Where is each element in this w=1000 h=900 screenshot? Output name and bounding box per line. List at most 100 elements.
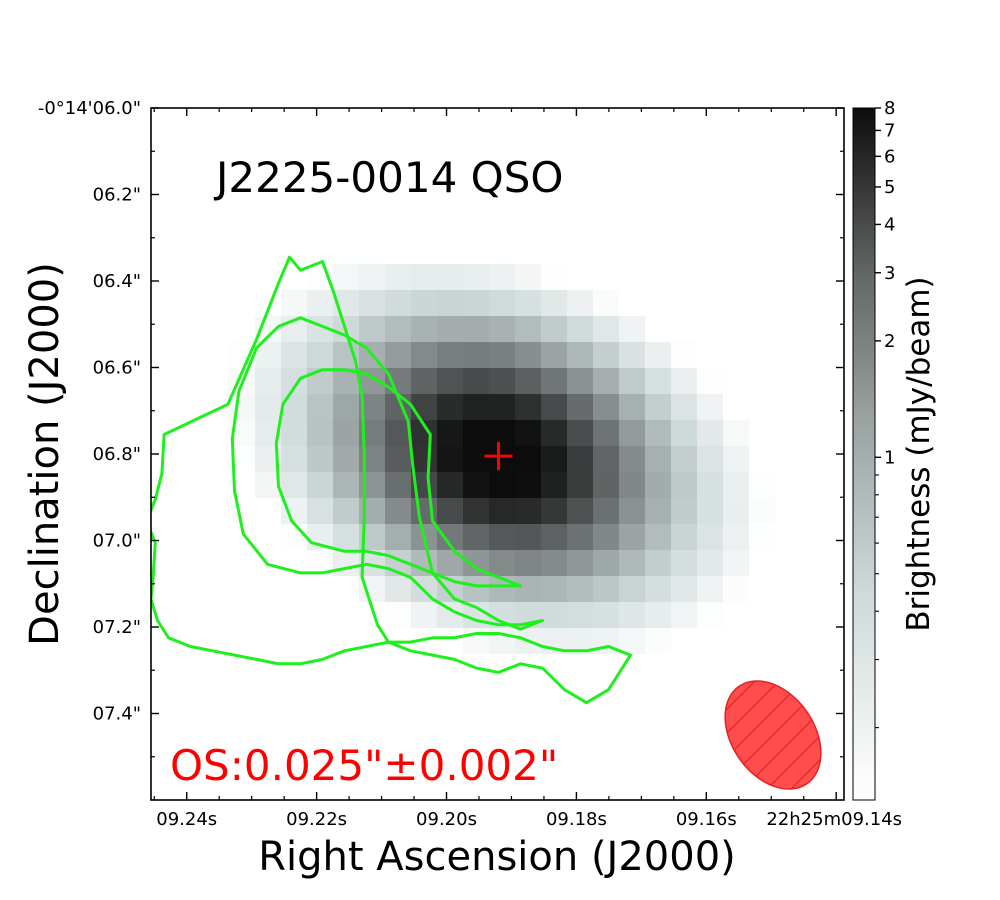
map-pixel bbox=[385, 472, 411, 498]
map-pixel bbox=[567, 342, 593, 368]
map-pixel bbox=[645, 368, 671, 394]
map-pixel bbox=[333, 524, 359, 550]
map-pixel bbox=[645, 524, 671, 550]
map-pixel bbox=[385, 420, 411, 446]
map-pixel bbox=[437, 342, 463, 368]
map-pixel bbox=[593, 524, 619, 550]
colorbar-tick-label: 3 bbox=[884, 263, 895, 284]
contour-outer bbox=[151, 255, 632, 705]
map-pixel bbox=[593, 472, 619, 498]
y-tick-label: 07.4" bbox=[93, 704, 141, 725]
map-pixel bbox=[463, 316, 489, 342]
map-pixel bbox=[489, 316, 515, 342]
map-pixel bbox=[671, 368, 697, 394]
map-pixel bbox=[567, 420, 593, 446]
map-pixel bbox=[515, 264, 541, 290]
map-pixel bbox=[619, 628, 645, 654]
map-pixel bbox=[645, 602, 671, 628]
map-pixel bbox=[437, 368, 463, 394]
map-pixel bbox=[515, 576, 541, 602]
map-pixel bbox=[385, 498, 411, 524]
map-pixel bbox=[359, 290, 385, 316]
map-pixel bbox=[385, 446, 411, 472]
map-pixel bbox=[437, 446, 463, 472]
map-pixel bbox=[515, 472, 541, 498]
map-pixel bbox=[333, 472, 359, 498]
map-pixel bbox=[697, 394, 723, 420]
map-pixel bbox=[619, 342, 645, 368]
map-pixel bbox=[671, 394, 697, 420]
map-pixel bbox=[281, 420, 307, 446]
map-pixel bbox=[333, 264, 359, 290]
offset-annotation: OS:0.025"±0.002" bbox=[170, 741, 558, 790]
map-pixel bbox=[619, 472, 645, 498]
map-pixel bbox=[255, 368, 281, 394]
map-pixel bbox=[619, 524, 645, 550]
map-pixel bbox=[281, 524, 307, 550]
map-pixel bbox=[463, 420, 489, 446]
map-pixel bbox=[463, 628, 489, 654]
map-pixel bbox=[437, 472, 463, 498]
map-pixel bbox=[619, 394, 645, 420]
map-pixel bbox=[619, 420, 645, 446]
colorbar-gradient bbox=[853, 108, 875, 800]
map-pixel bbox=[515, 420, 541, 446]
map-pixel bbox=[593, 602, 619, 628]
map-pixel bbox=[333, 420, 359, 446]
map-pixel bbox=[567, 524, 593, 550]
colorbar: 87 6 5 4 3 2 1 Brightness (mJy/beam) bbox=[852, 98, 937, 801]
map-pixel bbox=[671, 524, 697, 550]
map-pixel bbox=[645, 498, 671, 524]
map-pixel bbox=[645, 628, 671, 654]
map-pixel bbox=[671, 420, 697, 446]
map-pixel bbox=[697, 446, 723, 472]
map-pixel bbox=[723, 420, 749, 446]
map-pixel bbox=[489, 446, 515, 472]
map-pixel bbox=[697, 602, 723, 628]
map-pixel bbox=[671, 602, 697, 628]
map-pixel bbox=[463, 264, 489, 290]
colorbar-frame bbox=[852, 107, 876, 801]
y-tick-label: -0°14'06.0" bbox=[38, 98, 141, 119]
map-pixel bbox=[723, 524, 749, 550]
map-pixel bbox=[541, 602, 567, 628]
map-pixel bbox=[411, 264, 437, 290]
map-pixel bbox=[645, 446, 671, 472]
map-pixel bbox=[671, 576, 697, 602]
map-pixel bbox=[723, 446, 749, 472]
map-pixel bbox=[567, 576, 593, 602]
map-pixel bbox=[541, 550, 567, 576]
map-pixel bbox=[281, 342, 307, 368]
map-pixel bbox=[437, 316, 463, 342]
map-pixel bbox=[333, 394, 359, 420]
map-pixel bbox=[723, 498, 749, 524]
map-pixel bbox=[541, 316, 567, 342]
x-tick-label: 09.16s bbox=[676, 809, 737, 830]
map-pixel bbox=[593, 290, 619, 316]
map-pixel bbox=[541, 498, 567, 524]
x-tick-label: 09.22s bbox=[286, 809, 347, 830]
x-tick-label: 22h25m09.14s bbox=[766, 809, 902, 830]
map-pixel bbox=[437, 420, 463, 446]
map-pixel bbox=[307, 290, 333, 316]
map-pixel bbox=[749, 472, 775, 498]
map-pixel bbox=[437, 498, 463, 524]
map-pixel bbox=[645, 420, 671, 446]
contour-middle bbox=[230, 316, 544, 631]
map-pixel bbox=[489, 342, 515, 368]
x-axis-title: Right Ascension (J2000) bbox=[258, 834, 736, 880]
map-pixel bbox=[463, 472, 489, 498]
map-pixel bbox=[723, 472, 749, 498]
map-pixel bbox=[515, 394, 541, 420]
map-pixel bbox=[281, 290, 307, 316]
map-pixel bbox=[307, 342, 333, 368]
map-pixel bbox=[593, 498, 619, 524]
map-pixel bbox=[541, 446, 567, 472]
map-pixel bbox=[567, 446, 593, 472]
map-pixel bbox=[307, 394, 333, 420]
map-pixel bbox=[567, 316, 593, 342]
map-pixel bbox=[437, 264, 463, 290]
map-pixel bbox=[541, 524, 567, 550]
map-pixel bbox=[619, 446, 645, 472]
map-pixel bbox=[645, 472, 671, 498]
